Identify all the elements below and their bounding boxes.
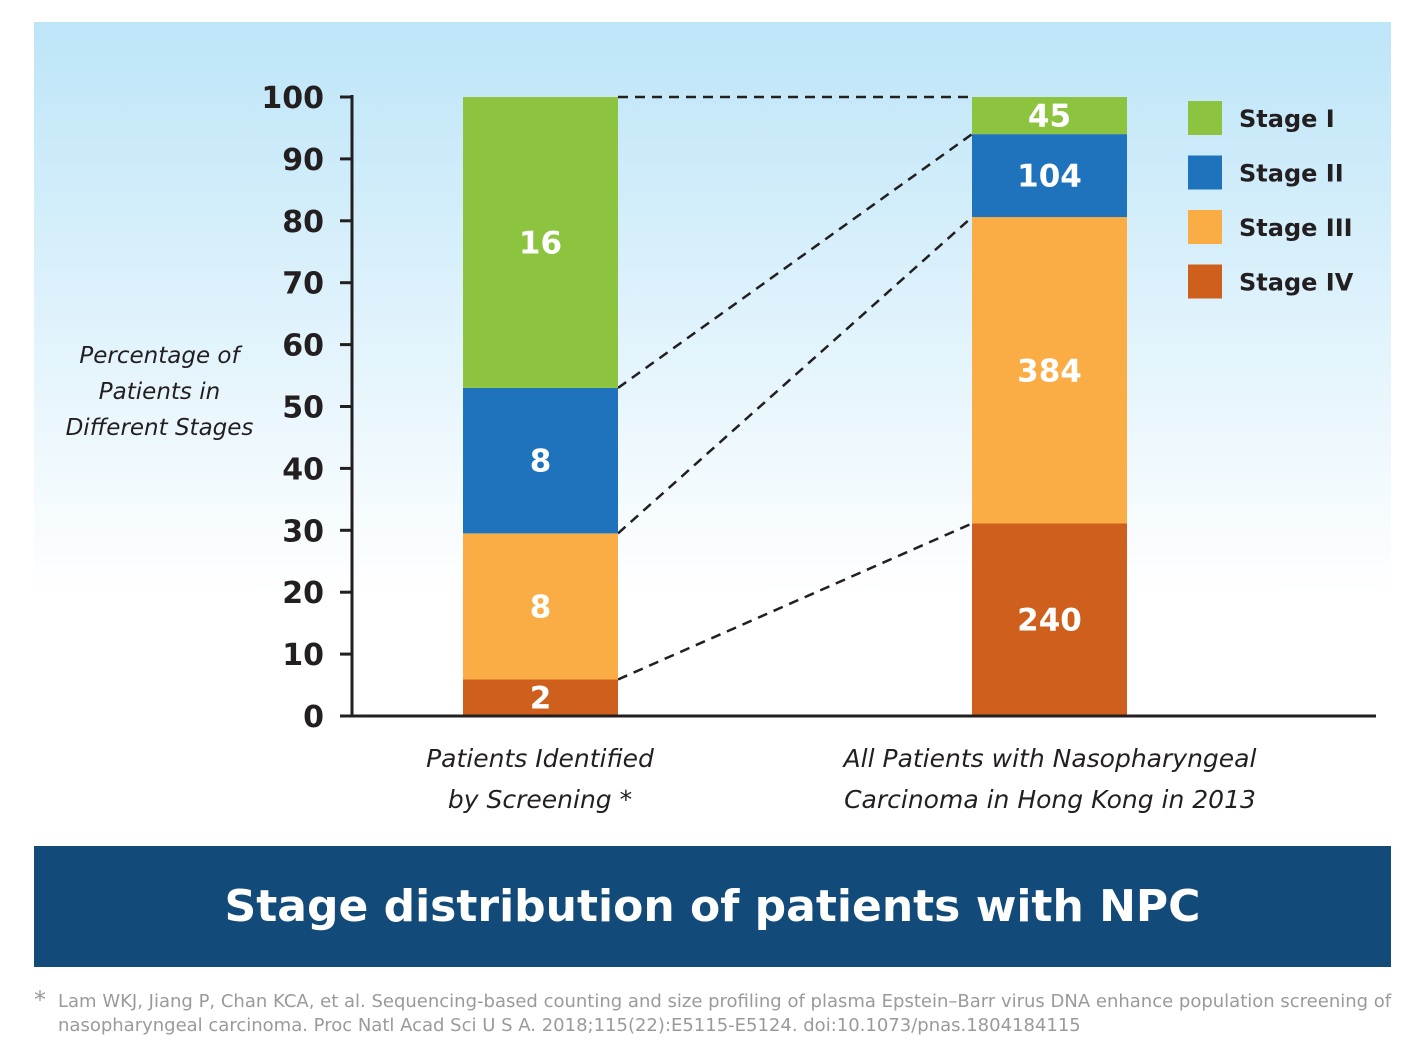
footnote-text: Lam WKJ, Jiang P, Chan KCA, et al. Seque… <box>58 991 1392 1036</box>
bar-segment-stage-iii-1 <box>972 217 1127 524</box>
y-tick-label-0: 0 <box>303 700 324 735</box>
category-label-hong-kong: All Patients with Nasopharyngeal Carcino… <box>843 744 1257 814</box>
y-tick-label-10: 10 <box>282 638 324 673</box>
y-tick-label-20: 20 <box>282 576 324 611</box>
data-label-stage-iv-1: 240 <box>1017 603 1082 639</box>
y-tick-label-100: 100 <box>261 81 324 116</box>
bar-segment-stage-i-1 <box>972 97 1127 135</box>
y-axis: 0 10 20 30 40 50 60 70 80 90 100 <box>261 81 1376 735</box>
data-label-stage-iii-1: 384 <box>1017 353 1082 389</box>
connector-line-2 <box>617 216 973 535</box>
legend: Stage I Stage II Stage III Stage IV <box>1188 101 1354 299</box>
legend-label-stage-i: Stage I <box>1239 105 1335 133</box>
legend-swatch-stage-ii <box>1188 155 1222 190</box>
legend-label-stage-iv: Stage IV <box>1239 269 1354 297</box>
data-label-stage-ii-0: 8 <box>530 444 552 480</box>
legend-swatch-stage-i <box>1188 101 1222 135</box>
data-label-stage-ii-1: 104 <box>1017 159 1082 195</box>
connector-line-1 <box>617 522 973 681</box>
chart-background <box>34 22 1391 840</box>
bar-segment-stage-iii-0 <box>463 533 618 680</box>
connector-line-3 <box>617 133 973 389</box>
y-tick-label-30: 30 <box>282 514 324 549</box>
y-tick-label-50: 50 <box>282 391 324 426</box>
chart-title: Stage distribution of patients with NPC <box>224 881 1201 932</box>
category-label-screening: Patients Identified by Screening * <box>426 744 654 814</box>
data-label-stage-i-0: 16 <box>519 225 562 261</box>
bars: 2 8 8 16 240 384 104 45 <box>463 97 1127 717</box>
y-tick-label-60: 60 <box>282 329 324 364</box>
y-tick-label-80: 80 <box>282 205 324 240</box>
legend-label-stage-iii: Stage III <box>1239 214 1353 242</box>
legend-swatch-stage-iv <box>1188 264 1222 299</box>
data-label-stage-i-1: 45 <box>1028 99 1071 135</box>
bar-segment-stage-ii-1 <box>972 134 1127 218</box>
y-axis-label: Percentage of Patients in Different Stag… <box>65 343 254 441</box>
bar-segment-stage-iv-1 <box>972 523 1127 716</box>
data-label-stage-iii-0: 8 <box>530 589 552 625</box>
y-tick-label-90: 90 <box>282 143 324 178</box>
y-tick-label-40: 40 <box>282 452 324 487</box>
bar-segment-stage-i-0 <box>463 97 618 388</box>
bar-segment-stage-iv-0 <box>463 679 618 716</box>
data-label-stage-iv-0: 2 <box>530 681 552 717</box>
legend-label-stage-ii: Stage II <box>1239 160 1344 188</box>
footnote-marker: * <box>34 986 46 1014</box>
connector-lines <box>617 95 973 681</box>
legend-swatch-stage-iii <box>1188 210 1222 244</box>
y-tick-label-70: 70 <box>282 267 324 302</box>
bar-segment-stage-ii-0 <box>463 387 618 534</box>
title-banner: Stage distribution of patients with NPC <box>34 846 1391 967</box>
